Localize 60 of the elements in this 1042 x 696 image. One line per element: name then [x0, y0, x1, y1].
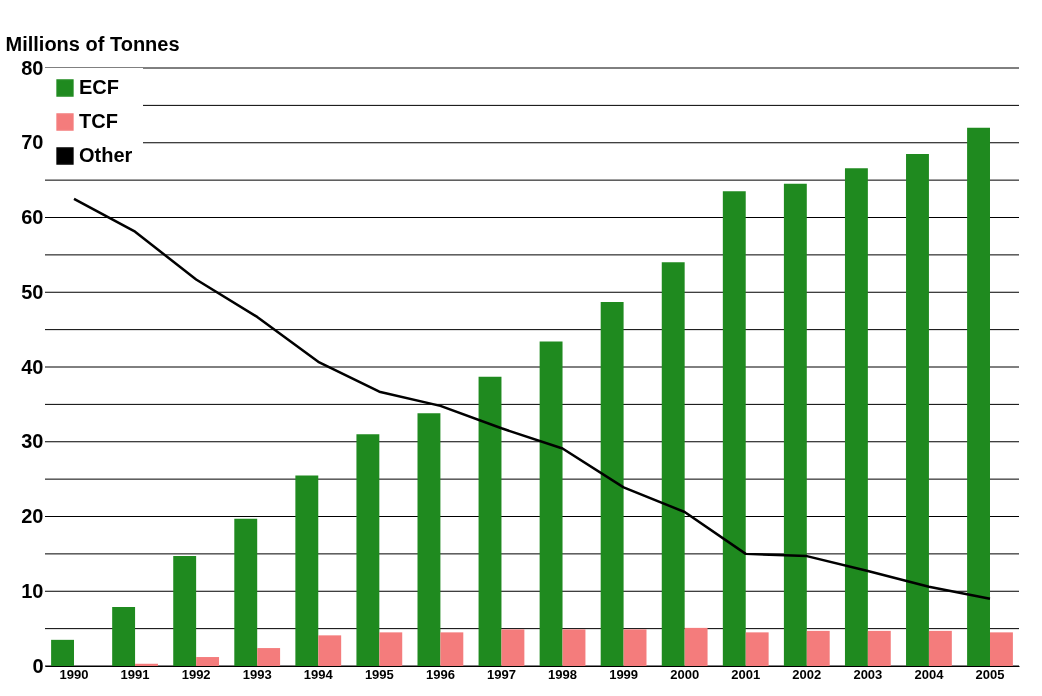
- x-tick-label: 1994: [303, 666, 334, 682]
- bar: [539, 341, 563, 666]
- y-tick-label: 40: [21, 355, 44, 378]
- y-tick-label: 80: [21, 56, 44, 79]
- x-tick-label: 1995: [364, 666, 394, 682]
- x-tick-label: 2000: [670, 666, 700, 682]
- x-tick-label: 2001: [731, 666, 761, 682]
- bar: [745, 632, 769, 666]
- x-tick-label: 1993: [242, 666, 272, 682]
- bar: [135, 663, 158, 666]
- x-tick-label: 1997: [487, 666, 516, 682]
- bar: [928, 630, 952, 666]
- x-tick-label: 1999: [609, 666, 639, 682]
- legend-label: TCF: [79, 110, 118, 132]
- x-tick-label: 2002: [792, 666, 822, 682]
- bar: [318, 635, 342, 666]
- bar: [806, 630, 830, 666]
- y-tick-label: 10: [21, 579, 44, 602]
- bar: [356, 434, 380, 666]
- x-tick-label: 1990: [59, 666, 89, 682]
- bar: [112, 606, 136, 666]
- y-axis-title: Millions of Tonnes: [5, 32, 180, 55]
- y-tick-label: 50: [21, 280, 44, 303]
- bar: [684, 627, 708, 666]
- legend-label: Other: [79, 144, 133, 166]
- bar: [623, 629, 647, 666]
- bar: [295, 475, 319, 666]
- y-tick-label: 30: [21, 430, 44, 453]
- legend-label: ECF: [79, 76, 119, 98]
- bar: [417, 413, 441, 666]
- bar: [722, 191, 746, 666]
- bar: [196, 657, 220, 666]
- x-tick-label: 2003: [853, 666, 883, 682]
- bar: [967, 127, 990, 666]
- y-tick-label: 20: [21, 505, 44, 527]
- x-tick-label: 1996: [425, 666, 455, 682]
- bar: [379, 632, 403, 666]
- bar: [906, 153, 929, 666]
- y-tick-label: 0: [32, 654, 44, 677]
- bar: [173, 556, 197, 666]
- bar: [478, 376, 502, 666]
- bar: [989, 632, 1013, 666]
- bar: [844, 168, 868, 666]
- bar: [51, 639, 75, 666]
- bar: [661, 262, 685, 666]
- y-tick-label: 70: [21, 131, 44, 154]
- bar: [783, 183, 807, 666]
- bar: [234, 518, 258, 666]
- bar: [440, 632, 464, 666]
- bar: [562, 629, 586, 666]
- bar: [867, 630, 891, 666]
- bar: [501, 629, 525, 666]
- y-tick-label: 60: [21, 206, 44, 228]
- bar: [257, 648, 281, 666]
- x-tick-label: 2004: [914, 666, 945, 682]
- x-tick-label: 1992: [181, 666, 211, 682]
- x-tick-label: 1991: [120, 666, 150, 682]
- x-tick-label: 1998: [548, 666, 577, 682]
- bar: [600, 301, 624, 666]
- x-tick-label: 2005: [975, 666, 1005, 682]
